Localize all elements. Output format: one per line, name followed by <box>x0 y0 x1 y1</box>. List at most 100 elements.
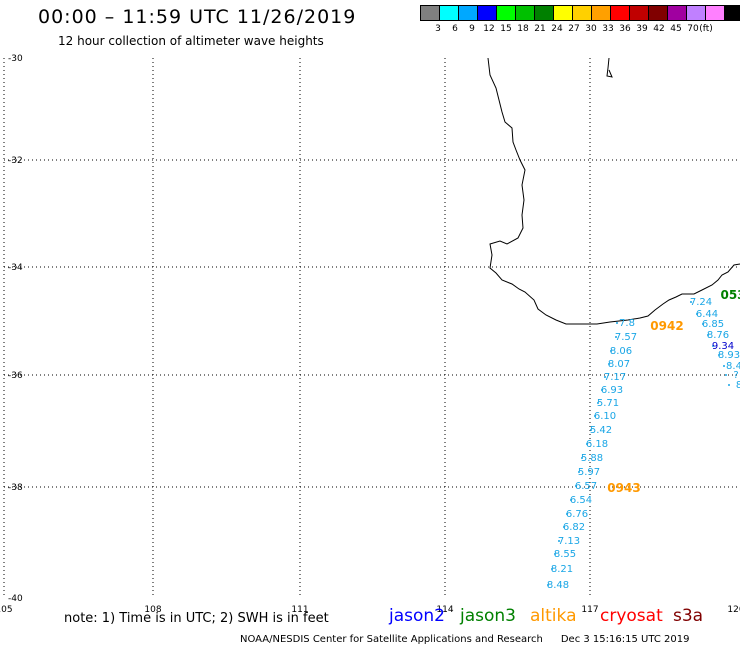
lon-label: 120 <box>727 605 740 615</box>
pass-time-labels: 0943 0942 053 <box>607 288 740 495</box>
color-scale: 3 6 9 12 15 18 21 24 27 30 33 36 39 42 45 70 (ft) <box>420 5 740 34</box>
satellite-legend-jason2: jason2 <box>389 606 445 626</box>
track-point <box>616 322 618 324</box>
color-scale-label: 70 <box>687 24 699 34</box>
lon-label: 117 <box>581 605 598 615</box>
latitude-labels: -30 -32 -34 -36 -38 -40 <box>8 54 23 604</box>
pass-time-label: 0942 <box>650 319 683 333</box>
swh-value: 8.93 <box>718 350 740 361</box>
lon-label: 114 <box>436 605 453 615</box>
lat-label: -34 <box>8 263 23 273</box>
swh-value: 8.21 <box>551 564 573 575</box>
color-scale-label: 45 <box>670 24 682 34</box>
track-point <box>696 313 698 315</box>
track-point <box>581 457 583 459</box>
track-point <box>570 499 572 501</box>
footer-org: NOAA/NESDIS Center for Satellite Applica… <box>240 634 543 645</box>
track-point <box>725 374 727 376</box>
track-point <box>712 345 714 347</box>
longitude-labels: 105 108 111 114 117 120 <box>0 605 740 615</box>
track-point <box>597 402 599 404</box>
swh-value: 7.13 <box>558 536 580 547</box>
page-title: 00:00 – 11:59 UTC 11/26/2019 <box>38 6 357 28</box>
lon-label: 111 <box>291 605 308 615</box>
color-scale-label: 24 <box>551 24 563 34</box>
color-scale-label: 39 <box>636 24 648 34</box>
track-point <box>590 429 592 431</box>
swh-value: 6.44 <box>696 309 718 320</box>
lon-label: 105 <box>0 605 13 615</box>
satellite-legend-altika: altika <box>530 606 577 626</box>
track-point <box>551 568 553 570</box>
color-scale-label: 36 <box>619 24 631 34</box>
color-scale-label: 21 <box>534 24 546 34</box>
map-grid <box>3 58 740 598</box>
swh-value: 5.88 <box>581 453 603 464</box>
track-point <box>554 553 556 555</box>
satellite-track <box>547 301 730 586</box>
swh-value: 7.57 <box>615 332 637 343</box>
pass-time-label: 053 <box>720 288 740 302</box>
footer-timestamp: Dec 3 15:16:15 UTC 2019 <box>560 634 690 645</box>
swh-value: 6.10 <box>594 411 616 422</box>
swh-value: 5.97 <box>578 467 600 478</box>
swh-value: 5.42 <box>590 425 612 436</box>
track-point <box>728 384 730 386</box>
satellite-legend-cryosat: cryosat <box>600 606 663 626</box>
swh-value: 6.82 <box>563 522 585 533</box>
track-point <box>615 336 617 338</box>
swh-value: ? <box>733 370 738 381</box>
swh-value: 8.76 <box>707 330 729 341</box>
color-scale-label: 42 <box>653 24 665 34</box>
track-point <box>610 350 612 352</box>
track-point <box>604 376 606 378</box>
track-point <box>558 540 560 542</box>
track-point <box>608 363 610 365</box>
track-point <box>718 354 720 356</box>
swh-value: 8 <box>736 380 740 391</box>
swh-value: 5.71 <box>597 398 619 409</box>
track-point <box>723 365 725 367</box>
track-point <box>563 526 565 528</box>
color-scale-swatches <box>420 5 740 21</box>
coastline-island <box>606 57 613 78</box>
satellite-legend-s3a: s3a <box>673 606 704 626</box>
swh-value: 8.4 <box>726 361 740 372</box>
lat-label: -38 <box>8 483 23 493</box>
color-scale-label: (ft) <box>699 24 713 34</box>
swh-value: 8.48 <box>547 580 569 591</box>
footer: NOAA/NESDIS Center for Satellite Applica… <box>240 634 689 645</box>
color-scale-label: 18 <box>517 24 529 34</box>
lat-label: -40 <box>8 594 23 604</box>
satellite-legend-jason3: jason3 <box>460 606 516 626</box>
lat-label: -36 <box>8 371 23 381</box>
coastline-west-australia <box>487 57 740 325</box>
color-swatch <box>724 5 740 21</box>
swh-value: 6.85 <box>702 319 724 330</box>
swh-value: 8.07 <box>608 359 630 370</box>
track-point <box>690 301 692 303</box>
color-scale-label: 9 <box>469 24 475 34</box>
lat-label: -32 <box>8 156 23 166</box>
color-scale-label: 3 <box>435 24 441 34</box>
color-scale-label: 15 <box>500 24 512 34</box>
note-text: note: 1) Time is in UTC; 2) SWH is in fe… <box>64 611 329 626</box>
swh-value: 8.55 <box>554 549 576 560</box>
swh-value: 7.8 <box>619 318 635 329</box>
swh-value: 7.24 <box>690 297 712 308</box>
color-scale-label: 12 <box>483 24 495 34</box>
swh-value: 6.54 <box>570 495 592 506</box>
coastline <box>487 57 740 325</box>
track-point <box>566 513 568 515</box>
track-point <box>601 389 603 391</box>
color-scale-label: 30 <box>585 24 597 34</box>
track-point <box>702 323 704 325</box>
track-point <box>707 334 709 336</box>
lat-label: -30 <box>8 54 23 64</box>
swh-value: 6.93 <box>601 385 623 396</box>
swh-value: 9.34 <box>712 341 734 352</box>
track-point <box>547 584 549 586</box>
color-scale-label: 6 <box>452 24 458 34</box>
track-point <box>586 443 588 445</box>
